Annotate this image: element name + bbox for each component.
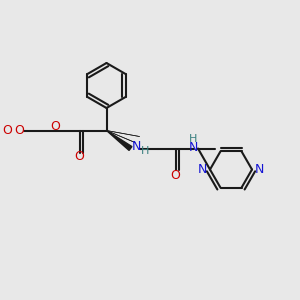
Text: O: O bbox=[15, 124, 24, 137]
Text: N: N bbox=[132, 140, 141, 154]
Text: N: N bbox=[198, 163, 207, 176]
Text: H: H bbox=[141, 146, 150, 156]
Polygon shape bbox=[106, 130, 132, 150]
Text: O: O bbox=[51, 120, 60, 134]
Text: N: N bbox=[255, 163, 264, 176]
Text: O: O bbox=[171, 169, 180, 182]
Text: N: N bbox=[189, 141, 198, 154]
Text: O: O bbox=[75, 149, 84, 163]
Text: O: O bbox=[2, 124, 12, 137]
Text: H: H bbox=[189, 134, 198, 145]
